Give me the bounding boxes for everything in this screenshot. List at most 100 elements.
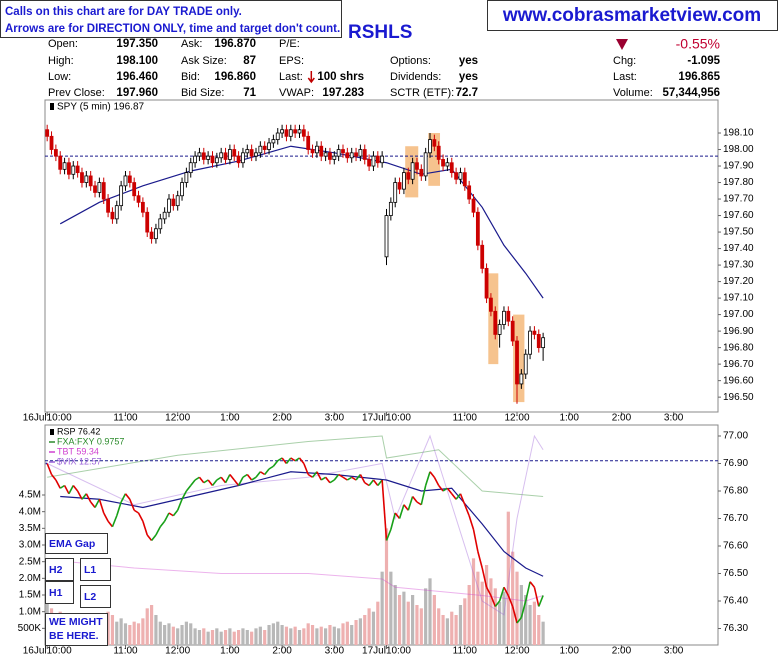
quote-value: 196.865 — [678, 71, 720, 83]
price-segment — [129, 498, 135, 511]
website-box — [487, 0, 778, 31]
quote-value: 100 shrs — [317, 71, 364, 83]
candle-body — [454, 172, 459, 180]
price-segment — [120, 493, 127, 503]
candle-body — [397, 182, 402, 190]
candle-body — [493, 310, 498, 335]
price-segment — [494, 600, 501, 607]
quote-value: 71 — [243, 87, 256, 99]
legend-label: RSP 76.42 — [57, 426, 100, 436]
price-segment — [451, 493, 457, 500]
volume-bar — [302, 628, 306, 645]
price-segment — [303, 463, 309, 475]
candle-body — [154, 228, 158, 240]
volume-bar — [115, 621, 119, 645]
y-tick-label: 197.90 — [723, 161, 754, 172]
volume-bar — [376, 601, 380, 645]
price-segment — [50, 474, 57, 481]
x-tick-label: 2:00 — [612, 413, 632, 424]
candle-body — [245, 149, 250, 154]
price-segment — [368, 479, 375, 486]
disclaimer-box — [0, 0, 342, 38]
x-tick-label: 17Jul10:00 — [362, 413, 411, 424]
volume-bar — [215, 628, 219, 645]
price-segment — [98, 499, 105, 514]
price-segment — [111, 515, 118, 528]
price-segment — [424, 471, 431, 486]
candle-body — [436, 145, 441, 160]
volume-bar — [471, 558, 476, 645]
quote-value: 196.860 — [214, 71, 256, 83]
price-segment — [237, 476, 244, 486]
x-tick-label: 11:00 — [113, 646, 138, 657]
price-segment — [116, 501, 122, 516]
price-segment — [407, 496, 414, 511]
candle-body — [497, 324, 502, 335]
price-segment — [316, 471, 322, 481]
price-segment — [490, 595, 497, 607]
volume-bar — [441, 615, 445, 645]
volume-bar — [524, 595, 528, 645]
candle-body — [506, 310, 511, 322]
quote-label: SCTR (ETF): — [390, 87, 454, 99]
candle-body — [393, 182, 398, 203]
volume-tick-label: 500K — [18, 623, 42, 634]
candle-body — [219, 152, 224, 159]
volume-bar — [250, 631, 254, 645]
candle-body — [515, 340, 519, 385]
annotation-text: WE MIGHT — [49, 616, 103, 628]
candle-body — [227, 149, 232, 160]
volume-bar — [380, 571, 384, 645]
candle-body — [323, 152, 328, 157]
annotation-text: BE HERE. — [49, 630, 99, 642]
overlay-line — [47, 435, 544, 497]
volume-bar — [132, 621, 136, 645]
y-tick-label: 197.80 — [723, 177, 754, 188]
annotation-box — [45, 558, 74, 581]
price-segment — [485, 586, 492, 596]
price-segment — [311, 471, 318, 478]
candle-body — [388, 201, 393, 216]
x-tick-label: 2:00 — [272, 413, 292, 424]
volume-bar — [406, 601, 410, 645]
volume-bar — [184, 621, 188, 645]
legend-label: $VIX 12.57 — [57, 456, 102, 466]
candle-body — [362, 149, 367, 160]
candle-body — [106, 198, 110, 213]
candle-body — [262, 145, 267, 150]
price-segment — [433, 476, 440, 486]
candle-body — [114, 205, 119, 220]
quote-label: Bid Size: — [181, 87, 224, 99]
price-segment — [285, 457, 292, 464]
candle-body — [336, 149, 341, 157]
volume-bar — [437, 608, 441, 645]
volume-tick-label: 1.5M — [19, 590, 41, 601]
x-tick-label: 12:00 — [165, 413, 190, 424]
candle-body — [458, 172, 463, 180]
candle-body — [471, 198, 476, 213]
price-segment — [390, 512, 396, 530]
volume-bar — [197, 630, 202, 645]
candle-body — [71, 165, 76, 175]
candle-body — [119, 185, 124, 207]
quote-label: Open: — [48, 38, 78, 50]
price-segment — [63, 485, 70, 495]
volume-bar — [341, 623, 345, 645]
candle-body — [358, 149, 363, 157]
quote-label: VWAP: — [279, 87, 314, 99]
quote-label: Prev Close: — [48, 87, 105, 99]
candle-body — [167, 198, 171, 213]
candle-body — [280, 129, 284, 134]
ema-line — [60, 471, 544, 577]
price-segment — [403, 504, 409, 511]
volume-bar — [258, 626, 262, 645]
price-segment — [468, 515, 475, 530]
x-tick-label: 12:00 — [504, 646, 529, 657]
candle-body — [236, 155, 241, 164]
candle-body — [132, 182, 137, 197]
disclaimer-line: Calls on this chart are for DAY TRADE on… — [5, 6, 242, 18]
price-segment — [385, 529, 392, 541]
candle-body — [249, 149, 254, 157]
price-segment — [511, 606, 518, 624]
price-segment — [446, 487, 453, 495]
